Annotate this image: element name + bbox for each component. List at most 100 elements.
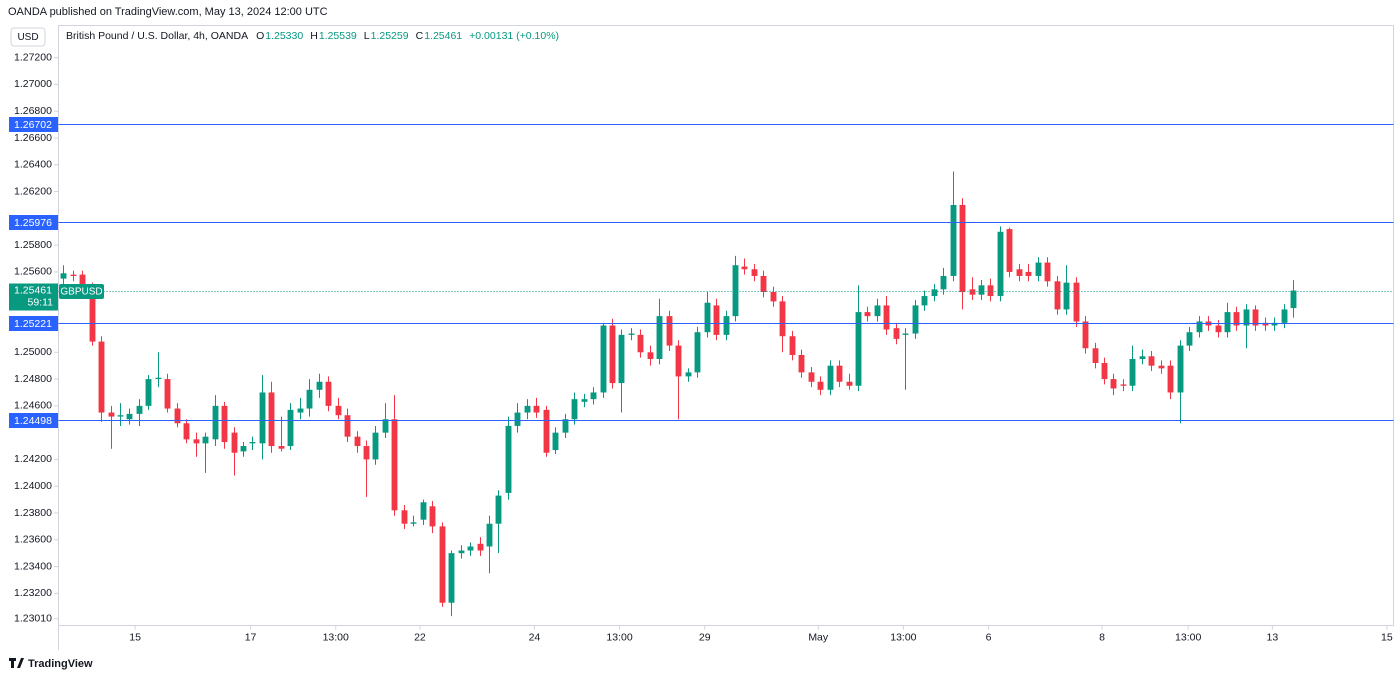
candle-body xyxy=(590,392,597,400)
legend-key: O xyxy=(256,30,264,42)
candle-body xyxy=(552,432,559,451)
candle-body xyxy=(486,523,493,547)
candle-body xyxy=(212,405,219,440)
candle-body xyxy=(306,389,313,409)
candle-body xyxy=(410,522,417,524)
legend-value: 1.25259 xyxy=(371,30,409,42)
logo: TradingView xyxy=(9,658,93,670)
level-label: 1.24498 xyxy=(14,415,52,427)
candle-body xyxy=(562,419,569,433)
candle-body xyxy=(921,296,928,306)
x-tick-label: 13:00 xyxy=(1175,631,1201,643)
candle-body xyxy=(1290,290,1297,309)
candle-body xyxy=(609,325,616,384)
candle-body xyxy=(628,333,635,335)
candle-body xyxy=(647,352,654,359)
candle-body xyxy=(363,446,370,460)
candle-body xyxy=(60,273,67,279)
level-label: 1.26702 xyxy=(14,119,52,131)
candle-body xyxy=(325,381,332,406)
candle-body xyxy=(1035,262,1042,276)
y-tick-label: 1.23400 xyxy=(14,560,52,572)
candle-body xyxy=(1129,358,1136,386)
level-label-box xyxy=(9,413,58,428)
candle-body xyxy=(136,405,143,414)
legend-value: 1.25330 xyxy=(265,30,303,42)
candle-body xyxy=(1006,229,1013,272)
candle-body xyxy=(1215,325,1222,333)
y-tick-label: 1.27200 xyxy=(14,51,52,63)
x-tick-label: 15 xyxy=(1381,631,1393,643)
currency-box[interactable] xyxy=(10,27,46,47)
candle-body xyxy=(1025,271,1032,276)
candle-body xyxy=(1139,356,1146,359)
candle-body xyxy=(836,365,843,382)
candle-body xyxy=(70,274,77,276)
candle-body xyxy=(467,546,474,551)
candle-body xyxy=(401,510,408,524)
candle-body xyxy=(600,325,607,393)
y-tick-label: 1.25000 xyxy=(14,346,52,358)
candle-body xyxy=(846,381,853,386)
candle-body xyxy=(950,204,957,276)
candle-body xyxy=(883,305,890,330)
candle-body xyxy=(1271,322,1278,326)
candle-body xyxy=(902,333,909,335)
x-tick-label: 24 xyxy=(529,631,541,643)
x-tick-label: 6 xyxy=(986,631,992,643)
candle-body xyxy=(581,399,588,402)
x-tick-label: 17 xyxy=(245,631,257,643)
candle-body xyxy=(940,275,947,290)
candle-body xyxy=(495,495,502,524)
candle-body xyxy=(1167,365,1174,393)
publish-header: OANDA published on TradingView.com, May … xyxy=(8,6,328,18)
legend: British Pound / U.S. Dollar, 4h, OANDA O… xyxy=(66,30,559,42)
candle-body xyxy=(760,275,767,293)
candle-body xyxy=(694,332,701,373)
last-price-label: 1.25461 xyxy=(14,284,52,296)
candle-body xyxy=(183,423,190,440)
candle-body xyxy=(1262,322,1269,326)
candle-body xyxy=(931,289,938,297)
y-tick-label: 1.24000 xyxy=(14,480,52,492)
y-tick-label: 1.26600 xyxy=(14,132,52,144)
candle-body xyxy=(789,336,796,355)
candle-body xyxy=(524,405,531,413)
candle-body xyxy=(249,442,256,444)
candle-body xyxy=(751,269,758,276)
x-tick-label: May xyxy=(808,631,829,643)
candle-body xyxy=(79,274,86,286)
x-tick-label: 13:00 xyxy=(606,631,632,643)
candle-body xyxy=(354,436,361,447)
candle-body xyxy=(912,305,919,334)
candle-body xyxy=(723,316,730,335)
candle-body xyxy=(666,316,673,346)
candle-body xyxy=(372,432,379,460)
candle-body xyxy=(969,289,976,295)
candle-body xyxy=(278,446,285,449)
candle-body xyxy=(1233,312,1240,326)
symbol-tag xyxy=(59,284,104,299)
x-tick-label: 13:00 xyxy=(890,631,916,643)
symbol-title: British Pound / U.S. Dollar, 4h, OANDA xyxy=(66,30,248,42)
candle-body xyxy=(571,399,578,420)
candle-body xyxy=(1063,282,1070,310)
candle-body xyxy=(1101,363,1108,380)
candle-body xyxy=(240,446,247,452)
y-tick-label: 1.23800 xyxy=(14,507,52,519)
level-label: 1.25976 xyxy=(14,217,52,229)
candle-body xyxy=(193,439,200,444)
candle-body xyxy=(1224,312,1231,333)
candle-body xyxy=(827,365,834,390)
candle-body xyxy=(779,301,786,337)
level-label-box xyxy=(9,215,58,230)
candle-body xyxy=(117,415,124,417)
candle-body xyxy=(108,412,115,417)
candle-body xyxy=(145,379,152,406)
candle-body xyxy=(174,408,181,424)
candle-body xyxy=(1158,365,1165,369)
y-tick-label: 1.26800 xyxy=(14,105,52,117)
y-tick-label: 1.23010 xyxy=(14,613,52,625)
candle-body xyxy=(1148,356,1155,366)
